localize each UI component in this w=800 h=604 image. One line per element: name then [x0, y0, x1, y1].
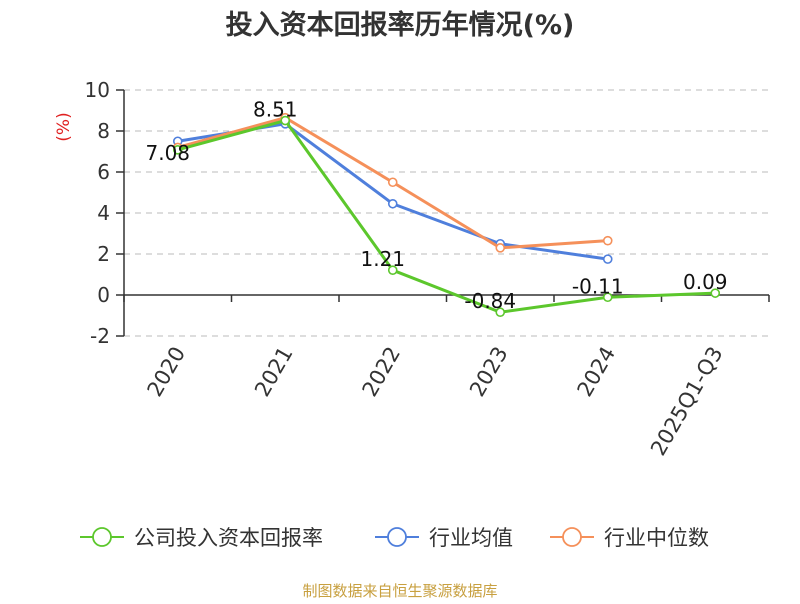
- data-point: [602, 254, 613, 264]
- data-point: [710, 288, 721, 298]
- legend-label: 行业中位数: [604, 526, 709, 550]
- y-tick-label: 2: [97, 242, 110, 266]
- x-tick-label: 2020: [143, 343, 191, 401]
- x-tick-label: 2021: [250, 343, 298, 401]
- x-tick-label: 2022: [358, 343, 406, 401]
- data-point: [387, 265, 398, 275]
- data-label: 7.08: [145, 141, 190, 165]
- data-labels: 7.08 8.51 1.21 -0.84 -0.11 0.09: [145, 98, 727, 314]
- data-point: [602, 235, 613, 246]
- legend-marker: [387, 527, 407, 547]
- y-tick-label: 4: [97, 201, 110, 225]
- data-label: 1.21: [360, 247, 405, 271]
- data-point: [387, 177, 398, 188]
- data-label: -0.11: [572, 274, 624, 298]
- data-label: -0.84: [464, 289, 516, 313]
- series-line: [177, 122, 608, 261]
- y-tick-label: 8: [97, 119, 110, 143]
- data-point: [172, 145, 183, 155]
- data-point: [602, 292, 613, 303]
- legend-label: 公司投入资本回报率: [134, 526, 323, 550]
- y-tick-label: 0: [97, 283, 110, 307]
- data-point: [387, 198, 398, 209]
- legend-label: 行业均值: [429, 526, 513, 550]
- data-point: [495, 243, 506, 253]
- y-tick-label: 6: [97, 160, 110, 184]
- legend-marker: [92, 527, 112, 547]
- y-tick-label: -2: [90, 324, 110, 348]
- data-label: 0.09: [683, 270, 728, 294]
- x-tick-label: 2025Q1-Q3: [646, 343, 728, 460]
- series-line: [177, 119, 716, 314]
- data-label: 8.51: [253, 98, 298, 122]
- grid-lines: [124, 89, 769, 337]
- source-note: 制图数据来自恒生聚源数据库: [302, 582, 497, 600]
- legend: 公司投入资本回报率 行业均值 行业中位数: [80, 526, 709, 550]
- data-point: [495, 307, 506, 318]
- x-tick-label: 2023: [465, 343, 513, 401]
- axes: -2 0 2 4 6 8 10 2020 2021 2022 2023 2024 2025Q1-Q3: [85, 78, 770, 460]
- series-lines: [172, 112, 721, 318]
- y-axis-label: (%): [54, 112, 74, 141]
- chart-title: 投入资本回报率历年情况(%): [226, 9, 575, 41]
- legend-marker: [562, 527, 582, 547]
- data-point: [280, 115, 291, 126]
- x-tick-label: 2024: [573, 343, 621, 401]
- y-tick-label: 10: [85, 78, 110, 102]
